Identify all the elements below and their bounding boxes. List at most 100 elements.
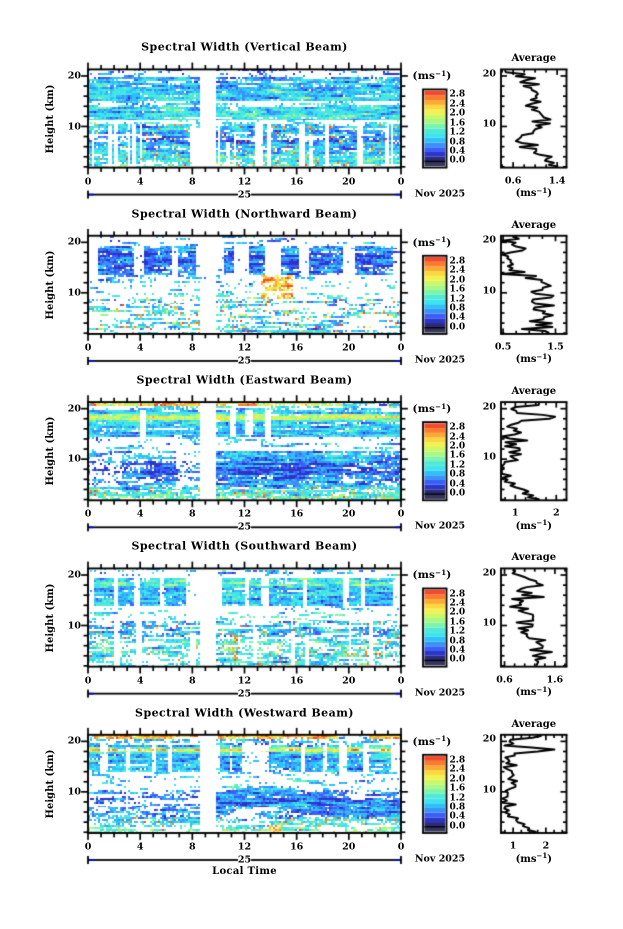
panel-3-xtick-5: 20 <box>342 674 356 686</box>
panel-0-ylabel: Height (km) <box>45 84 56 153</box>
panel-0-xtick-0: 0 <box>84 175 92 187</box>
panel-0-average-xlabel-pre: (ms <box>515 188 537 200</box>
panel-1-xtick-4: 16 <box>290 342 304 354</box>
panel-4-date-monthyear: Nov 2025 <box>414 853 466 865</box>
panel-1-date-day: 25 <box>237 355 252 367</box>
panel-1-colorbar-tick-4: 1.2 <box>449 294 466 304</box>
panel-1-average-xlabel: (ms−1) <box>516 353 552 365</box>
panel-2-average-xlabel-pre: (ms <box>515 520 537 532</box>
panel-2-average-xlabel-post: ) <box>547 520 553 532</box>
panel-2-average-ytick-10: 10 <box>482 451 496 463</box>
panel-3-average-ytick-20: 20 <box>482 567 496 579</box>
panel-4-xtick-6: 0 <box>397 841 405 853</box>
panel-4-average-ytick-20: 20 <box>482 733 496 745</box>
panel-4-colorbar-tick-4: 1.2 <box>449 793 466 803</box>
panel-2-xtick-5: 20 <box>342 508 356 520</box>
panel-2-colorbar-label-post: ) <box>446 402 452 415</box>
panel-3-colorbar-tick-2: 2.0 <box>449 607 466 618</box>
panel-0-colorbar-tick-1: 2.4 <box>449 99 466 110</box>
panel-3-colorbar-tick-5: 0.8 <box>449 636 466 647</box>
panel-4-xtick-4: 16 <box>290 841 304 853</box>
panel-0-average-xlabel: (ms−1) <box>515 185 553 200</box>
panel-1-average-xtick-0: 0.5 <box>494 341 512 353</box>
panel-1-colorbar-tick-6: 0.4 <box>449 312 466 323</box>
panel-0-title: Spectral Width (Vertical Beam) <box>141 40 348 54</box>
panel-3-colorbar-label-post: ) <box>446 569 452 582</box>
panel-2-xtick-6: 0 <box>397 508 405 520</box>
panel-4-colorbar-tick-2: 2.0 <box>449 774 466 785</box>
panel-3-xtick-6: 0 <box>397 674 405 686</box>
panel-0-average-ytick-10: 10 <box>482 118 496 130</box>
panel-1-xtick-6: 0 <box>397 342 405 354</box>
panel-1-colorbar-label-sup: −1 <box>435 235 447 245</box>
panel-2-colorbar-tick-4: 1.2 <box>449 460 466 471</box>
panel-4-title: Spectral Width (Westward Beam) <box>135 706 354 720</box>
panel-3-colorbar-tick-7: 0.0 <box>449 654 466 665</box>
panel-0-average-xtick-1: 1.4 <box>548 174 566 186</box>
panel-1-ylabel: Height (km) <box>45 250 56 320</box>
panel-4-colorbar-label: (ms−1) <box>413 735 452 748</box>
panel-4-ytick-20: 20 <box>67 735 81 747</box>
panel-2-xtick-3: 12 <box>237 508 252 520</box>
panel-0-xtick-2: 8 <box>188 175 196 187</box>
panel-3-colorbar-tick-1: 2.4 <box>449 598 466 609</box>
panel-3-date-day: 25 <box>237 687 252 699</box>
panel-3-colorbar-tick-4: 1.2 <box>449 626 466 637</box>
panel-4-colorbar-label-post: ) <box>446 735 452 748</box>
panel-0-xtick-5: 20 <box>342 175 356 187</box>
panel-3-xtick-1: 4 <box>136 674 144 686</box>
panel-2-xtick-1: 4 <box>136 508 144 520</box>
panel-4-average-xtick-1: 2 <box>542 840 550 852</box>
panel-4-ylabel: Height (km) <box>45 749 56 819</box>
panel-4-average-xlabel-post: ) <box>547 853 553 865</box>
panel-3-average-xtick-0: 0.6 <box>496 673 513 685</box>
panel-1-date-monthyear: Nov 2025 <box>414 354 466 366</box>
panel-4-average-xlabel-sup: −1 <box>536 851 548 860</box>
panel-0-xtick-4: 16 <box>290 175 304 187</box>
panel-0-colorbar-tick-7: 0.0 <box>449 155 466 166</box>
panel-2-colorbar-tick-7: 0.0 <box>449 488 466 499</box>
panel-0-average-title: Average <box>511 53 557 65</box>
panel-3-colorbar-tick-6: 0.4 <box>449 645 466 656</box>
panel-2-date-day: 25 <box>237 521 252 533</box>
panel-2-xtick-2: 8 <box>188 508 196 520</box>
panel-0-date-monthyear: Nov 2025 <box>414 187 466 199</box>
panel-3-ytick-20: 20 <box>67 569 81 581</box>
panel-3-colorbar-label-sup: −1 <box>435 567 447 577</box>
panel-4-colorbar-tick-3: 1.6 <box>449 783 466 794</box>
panel-4-xtick-5: 20 <box>342 841 356 853</box>
panel-2-average-title: Average <box>511 386 557 398</box>
panel-0-colorbar-tick-3: 1.6 <box>449 118 466 129</box>
panel-0-colorbar-tick-0: 2.8 <box>449 89 466 100</box>
panel-3-colorbar-tick-0: 2.8 <box>449 589 466 599</box>
panel-1-colorbar-label-pre: (ms <box>412 236 436 249</box>
panel-0-average-xlabel-post: ) <box>547 188 553 200</box>
panel-2-ylabel: Height (km) <box>45 416 56 486</box>
panel-0-average-xtick-0: 0.6 <box>504 174 522 186</box>
panel-0-average-xlabel-sup: −1 <box>536 185 548 195</box>
panel-2-average-xtick-0: 1 <box>511 507 519 519</box>
panel-0-colorbar-label-post: ) <box>446 70 452 83</box>
panel-4-colorbar-tick-7: 0.0 <box>449 821 466 832</box>
panel-2-colorbar-tick-5: 0.8 <box>449 469 466 480</box>
panel-2-colorbar-label: (ms−1) <box>413 402 452 415</box>
panel-0-xtick-1: 4 <box>136 175 144 187</box>
panel-3-xtick-2: 8 <box>188 674 196 686</box>
panel-1-xtick-2: 8 <box>188 342 196 354</box>
panel-1-average-ytick-20: 20 <box>482 234 496 246</box>
panel-3-xtick-4: 16 <box>290 674 304 686</box>
panel-4-colorbar-tick-5: 0.8 <box>449 802 466 813</box>
panel-0-date-day: 25 <box>237 188 252 200</box>
panel-1-average-title: Average <box>511 219 557 231</box>
panel-3-average-title: Average <box>511 552 557 564</box>
panel-1-title: Spectral Width (Northward Beam) <box>131 207 358 221</box>
panel-3-ylabel: Height (km) <box>45 583 56 652</box>
panel-0-colorbar-label-pre: (ms <box>412 70 436 83</box>
panel-3-colorbar-tick-3: 1.6 <box>449 617 466 628</box>
panel-1-colorbar-tick-0: 2.8 <box>449 256 466 267</box>
panel-3-average-xlabel-post: ) <box>547 687 553 699</box>
panel-0-colorbar-tick-6: 0.4 <box>449 146 466 157</box>
panel-1-xtick-1: 4 <box>136 342 144 354</box>
panel-0-ytick-10: 10 <box>67 120 81 132</box>
panel-2-title: Spectral Width (Eastward Beam) <box>136 373 353 387</box>
